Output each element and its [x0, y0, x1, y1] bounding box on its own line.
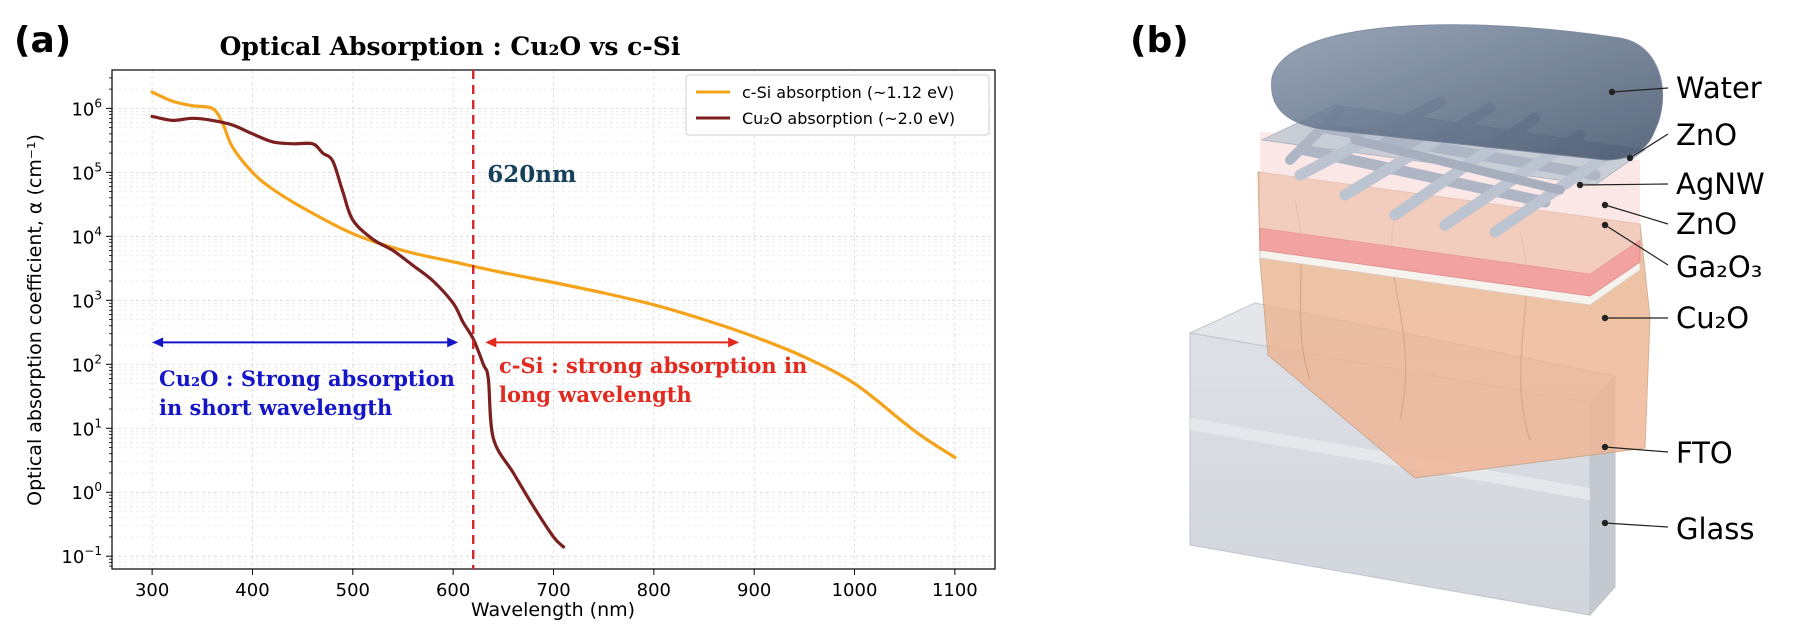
leader-line — [1611, 87, 1669, 93]
layer-label-fto: FTO — [1676, 436, 1733, 470]
y-tick-label: 105 — [71, 160, 102, 184]
cu2o-arrow-head-right — [447, 337, 459, 348]
grid-layer — [112, 70, 995, 569]
cu2o-annotation-line-1: Cu₂O : Strong absorption — [159, 366, 455, 391]
series-line-c-si — [150, 90, 957, 459]
series-line-cu2o — [150, 114, 566, 549]
csi-annotation-line-2: long wavelength — [499, 382, 692, 407]
layer-label-zno-bottom: ZnO — [1676, 207, 1737, 241]
leader-line — [1604, 224, 1669, 266]
legend: c-Si absorption (~1.12 eV) Cu₂O absorpti… — [685, 74, 990, 136]
wavelength-620-label: 620nm — [487, 161, 576, 188]
x-tick-label: 600 — [436, 580, 470, 601]
leader-line — [1604, 522, 1669, 528]
leader-line — [1629, 133, 1669, 159]
y-ticks: 10−1 100 101 102 103 104 105 106 — [61, 77, 112, 568]
leader-line — [1604, 446, 1669, 453]
y-tick-label: 106 — [71, 96, 102, 120]
layer-label-glass: Glass — [1676, 512, 1755, 546]
panel-a: (a) Optical Absorption : Cu₂O vs c-Si 30… — [14, 20, 996, 621]
y-tick-label: 10−1 — [61, 544, 102, 568]
cu2o-range-arrow — [152, 337, 459, 348]
legend-label-c-si: c-Si absorption (~1.12 eV) — [742, 83, 954, 102]
x-tick-label: 1100 — [932, 580, 978, 601]
y-tick-label: 102 — [71, 352, 102, 376]
y-tick-label: 104 — [71, 224, 102, 248]
layer-label-ga2o3: Ga₂O₃ — [1676, 250, 1762, 284]
cu2o-annotation-line-2: in short wavelength — [159, 395, 392, 420]
panel-b-label: (b) — [1130, 20, 1189, 61]
csi-annotation-line-1: c-Si : strong absorption in — [499, 353, 807, 378]
layer-label-water: Water — [1676, 71, 1762, 105]
panel-b: (b) — [1130, 20, 1765, 617]
leader-line — [1604, 204, 1669, 225]
x-tick-label: 700 — [536, 580, 570, 601]
x-tick-label: 800 — [637, 580, 671, 601]
y-tick-label: 100 — [71, 480, 102, 504]
x-axis-label: Wavelength (nm) — [471, 599, 635, 621]
x-tick-label: 300 — [135, 580, 169, 601]
x-tick-label: 900 — [737, 580, 771, 601]
layer-label-agnw: AgNW — [1676, 167, 1765, 201]
x-ticks: 300 400 500 600 700 800 900 1000 1100 — [135, 569, 978, 601]
csi-arrow-head-left — [485, 337, 497, 348]
panel-a-label: (a) — [14, 20, 71, 61]
x-tick-label: 400 — [235, 580, 269, 601]
chart-title: Optical Absorption : Cu₂O vs c-Si — [220, 32, 681, 61]
legend-label-cu2o: Cu₂O absorption (~2.0 eV) — [742, 109, 955, 128]
y-tick-label: 103 — [71, 288, 102, 312]
layer-label-zno-top: ZnO — [1676, 118, 1737, 152]
layer-label-cu2o: Cu₂O — [1676, 301, 1749, 335]
x-tick-label: 1000 — [832, 580, 878, 601]
cu2o-arrow-head-left — [152, 337, 164, 348]
layer-leaders — [1576, 87, 1669, 528]
legend-box — [685, 74, 990, 136]
csi-arrow-head-right — [728, 337, 740, 348]
y-axis-label: Optical absorption coefficient, α (cm⁻¹) — [24, 134, 46, 506]
y-tick-label: 101 — [71, 416, 102, 440]
water-droplet — [1271, 24, 1664, 161]
leader-line — [1579, 183, 1669, 186]
x-tick-label: 500 — [336, 580, 370, 601]
csi-range-arrow — [485, 337, 740, 348]
